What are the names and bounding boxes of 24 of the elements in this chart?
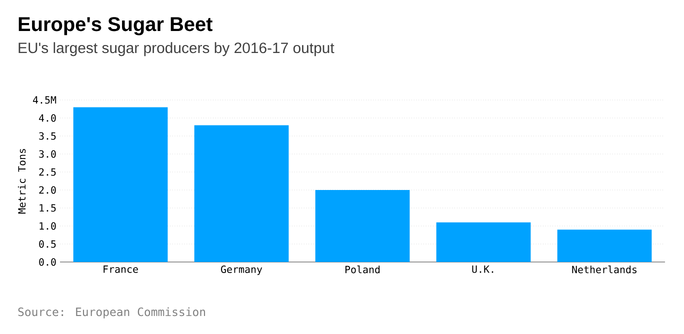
chart-subtitle: EU's largest sugar producers by 2016-17 output	[18, 42, 334, 56]
chart-title: Europe's Sugar Beet	[18, 17, 212, 36]
y-tick-label: 2.0	[39, 186, 56, 194]
x-tick-label: France	[104, 266, 138, 273]
bar	[315, 190, 410, 262]
y-tick-label: 1.5	[40, 204, 56, 212]
y-tick-label: 3.0	[39, 150, 56, 158]
x-tick-label: Netherlands	[572, 266, 637, 274]
bar	[436, 222, 531, 262]
y-tick-label: 0.0	[39, 258, 56, 266]
y-tick-label: 2.5	[39, 168, 56, 176]
x-tick-label: Poland	[345, 266, 380, 274]
x-tick-label: Germany	[221, 266, 262, 275]
y-tick-label: 3.5	[39, 132, 56, 140]
bar	[73, 107, 168, 262]
y-axis-title: Metric Tons	[18, 149, 26, 214]
source-note: Source: European Commission	[18, 307, 206, 318]
bar	[194, 125, 289, 262]
y-tick-label: 0.5	[39, 240, 56, 248]
x-tick-label: U.K.	[472, 266, 494, 273]
y-tick-label: 1.0	[40, 222, 56, 230]
bar	[557, 230, 652, 262]
y-tick-label: 4.5M	[32, 96, 56, 104]
y-tick-label: 4.0	[38, 114, 56, 122]
